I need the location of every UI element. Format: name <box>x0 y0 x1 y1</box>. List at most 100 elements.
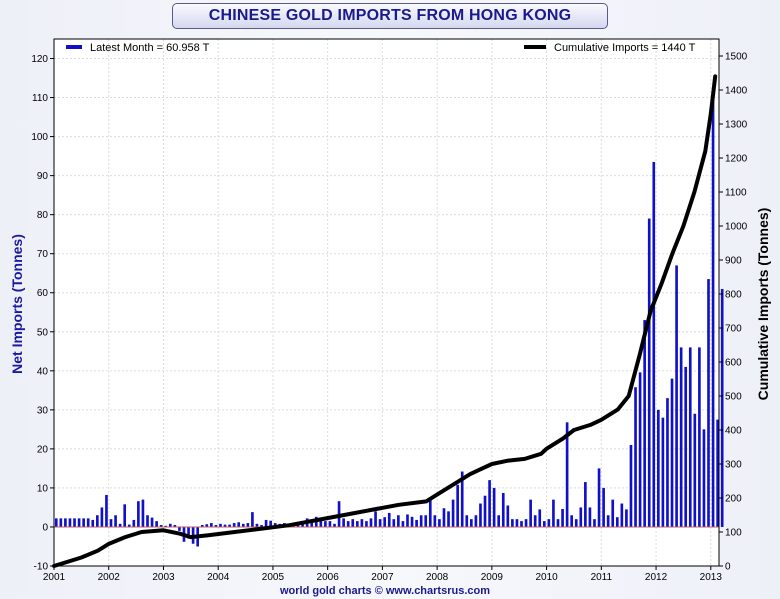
legend-left: Latest Month = 60.958 T <box>66 42 210 54</box>
bar <box>86 518 90 527</box>
right-tick-label: 800 <box>725 290 742 301</box>
right-tick-label: 900 <box>725 256 742 267</box>
bar <box>538 509 542 527</box>
bar <box>351 519 355 527</box>
bar <box>679 347 683 527</box>
bar <box>542 521 546 527</box>
bar <box>529 499 532 527</box>
x-tick-label: 2010 <box>535 572 558 583</box>
left-tick-label: 20 <box>37 444 49 455</box>
bar <box>533 515 537 527</box>
legend-right-label: Cumulative Imports = 1440 T <box>554 42 696 54</box>
x-tick-label: 2001 <box>43 572 66 583</box>
bar <box>524 519 528 527</box>
bar <box>159 525 163 527</box>
bar <box>574 519 578 527</box>
bar <box>310 521 314 527</box>
bar <box>520 521 523 527</box>
legend-right: Cumulative Imports = 1440 T <box>524 42 696 54</box>
bar <box>54 518 58 527</box>
bar <box>251 512 254 527</box>
bar <box>397 515 400 527</box>
right-tick-label: 700 <box>725 324 742 335</box>
x-tick-label: 2009 <box>481 572 504 583</box>
bar <box>328 521 332 527</box>
bar <box>515 519 519 527</box>
bar <box>178 526 181 531</box>
bar <box>401 521 405 527</box>
bar <box>355 521 359 527</box>
bar <box>570 515 574 527</box>
bar <box>657 409 660 527</box>
bar <box>150 517 154 527</box>
bar <box>433 515 437 527</box>
bar <box>378 519 382 527</box>
bar <box>228 524 231 527</box>
bar <box>552 499 555 527</box>
bar <box>675 265 678 527</box>
bar <box>492 487 496 527</box>
bar <box>716 419 719 527</box>
bar <box>137 501 140 527</box>
bar <box>424 515 428 527</box>
bar <box>474 515 478 527</box>
bar <box>223 524 227 527</box>
bar <box>561 509 564 527</box>
right-tick-label: 1300 <box>725 120 748 131</box>
bar <box>164 525 168 527</box>
bar <box>652 161 656 527</box>
legend-right-swatch <box>524 45 546 49</box>
right-tick-label: 500 <box>725 392 742 403</box>
bar <box>565 422 569 527</box>
bar <box>109 519 113 527</box>
bar <box>579 507 583 527</box>
right-tick-label: 1200 <box>725 154 748 165</box>
right-tick-label: 400 <box>725 426 742 437</box>
bar <box>702 429 706 527</box>
bar <box>479 503 482 527</box>
right-tick-label: 1400 <box>725 86 748 97</box>
bar <box>155 521 158 527</box>
bar <box>707 279 710 527</box>
bar <box>73 518 76 527</box>
bar <box>232 523 236 527</box>
x-tick-label: 2013 <box>700 572 723 583</box>
bar <box>77 518 81 527</box>
bar <box>620 503 624 527</box>
bar <box>506 505 510 527</box>
bar <box>593 519 596 527</box>
x-tick-label: 2006 <box>317 572 340 583</box>
right-tick-label: 1100 <box>725 188 747 199</box>
bar <box>114 515 117 527</box>
x-tick-label: 2002 <box>98 572 121 583</box>
bar <box>360 519 364 527</box>
left-tick-label: 90 <box>37 171 49 182</box>
bar <box>118 523 122 527</box>
bar <box>324 521 327 527</box>
bar <box>629 444 633 527</box>
bar <box>342 518 345 527</box>
bar-series <box>54 97 724 547</box>
bar <box>661 417 665 527</box>
x-tick-label: 2007 <box>371 572 394 583</box>
bar <box>210 523 213 527</box>
legend-left-swatch <box>66 45 82 49</box>
bar <box>64 518 67 527</box>
right-tick-label: 1000 <box>725 222 748 233</box>
bar <box>365 521 368 527</box>
left-axis-ticks: -10 0 10 20 30 40 50 60 70 80 90 100 110 120 <box>31 54 54 573</box>
bar <box>442 508 446 527</box>
bar <box>584 482 587 527</box>
left-tick-label: 50 <box>37 327 49 338</box>
title-banner: CHINESE GOLD IMPORTS FROM HONG KONG <box>172 3 608 29</box>
bar <box>173 525 177 527</box>
bar <box>670 378 674 527</box>
left-tick-label: 40 <box>37 366 49 377</box>
bar <box>168 523 172 527</box>
bar <box>205 524 209 527</box>
bar <box>237 522 241 527</box>
right-tick-label: 600 <box>725 358 742 369</box>
right-tick-label: 300 <box>725 460 742 471</box>
bar <box>406 514 409 527</box>
x-axis-ticks: 2001 2002 2003 2004 2005 2006 2007 2008 2009 2010… <box>43 566 722 583</box>
